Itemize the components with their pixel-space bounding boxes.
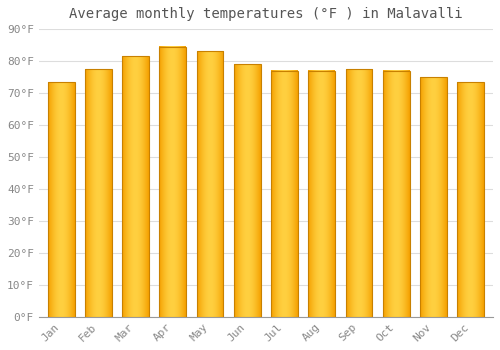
Bar	[383, 71, 409, 317]
Bar	[85, 69, 112, 317]
Bar	[346, 69, 372, 317]
Bar	[122, 56, 149, 317]
Bar	[160, 47, 186, 317]
Bar	[48, 82, 74, 317]
Bar	[271, 71, 298, 317]
Bar	[420, 77, 447, 317]
Title: Average monthly temperatures (°F ) in Malavalli: Average monthly temperatures (°F ) in Ma…	[69, 7, 462, 21]
Bar	[234, 64, 260, 317]
Bar	[196, 51, 224, 317]
Bar	[458, 82, 484, 317]
Bar	[308, 71, 335, 317]
